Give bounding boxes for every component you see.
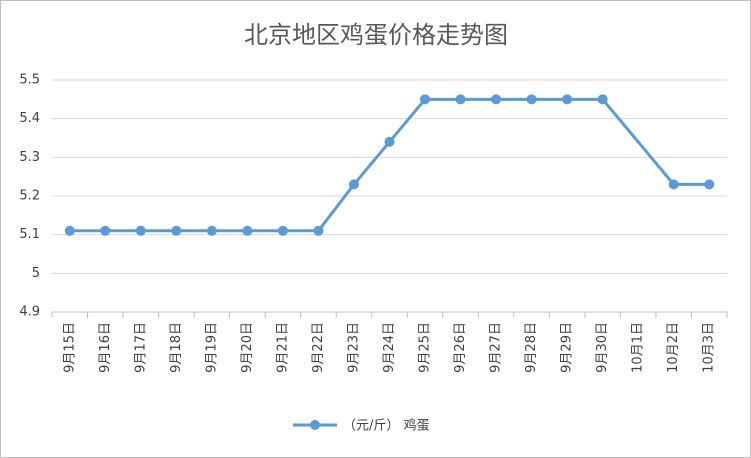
y-tick-label: 5 [32, 266, 40, 281]
legend-marker [310, 420, 320, 430]
y-tick-label: 4.9 [19, 305, 40, 320]
legend-label: （元/斤） 鸡蛋 [343, 418, 430, 434]
gap-connector [601, 98, 675, 186]
point [313, 225, 324, 236]
series-line [69, 97, 710, 233]
point [171, 225, 182, 236]
x-tick-label: 10月2日 [666, 322, 681, 373]
chart-title: 北京地区鸡蛋价格走势图 [244, 21, 508, 49]
x-tick-label: 9月16日 [98, 322, 113, 373]
point [597, 94, 608, 105]
x-tick-label: 9月18日 [169, 322, 184, 373]
x-tick-label: 9月26日 [453, 322, 468, 373]
x-tick-label: 9月19日 [204, 322, 219, 373]
point [135, 225, 146, 236]
x-tick-label: 9月27日 [489, 322, 504, 373]
x-tick-label: 9月20日 [240, 322, 255, 373]
x-tick-label: 9月25日 [418, 322, 433, 373]
point [420, 94, 431, 105]
x-tick-label: 9月30日 [595, 322, 610, 373]
x-tick-label: 9月15日 [62, 322, 77, 373]
point [100, 225, 111, 236]
x-tick-label: 9月21日 [275, 322, 290, 373]
y-tick-label: 5.2 [19, 189, 40, 204]
y-tick-label: 5.4 [19, 111, 40, 126]
x-tick-label: 9月17日 [133, 322, 148, 373]
x-tick-label: 10月3日 [702, 322, 717, 373]
x-tick-label: 9月29日 [560, 322, 575, 373]
point [64, 225, 75, 236]
point [277, 225, 288, 236]
point [704, 179, 715, 190]
x-tick-label: 9月22日 [311, 322, 326, 373]
point [455, 94, 466, 105]
point [562, 94, 573, 105]
x-tick-label: 10月1日 [631, 322, 646, 373]
point [526, 94, 537, 105]
point [242, 225, 253, 236]
y-tick-label: 5.5 [19, 73, 40, 88]
point [206, 225, 217, 236]
x-tick-label: 9月24日 [382, 322, 397, 373]
point [384, 136, 395, 147]
y-tick-label: 5.1 [19, 227, 40, 242]
x-tick-label: 9月28日 [524, 322, 539, 373]
point [348, 179, 359, 190]
x-tick-label: 9月23日 [346, 322, 361, 373]
y-tick-label: 5.3 [19, 150, 40, 165]
point [491, 94, 502, 105]
point [668, 179, 679, 190]
